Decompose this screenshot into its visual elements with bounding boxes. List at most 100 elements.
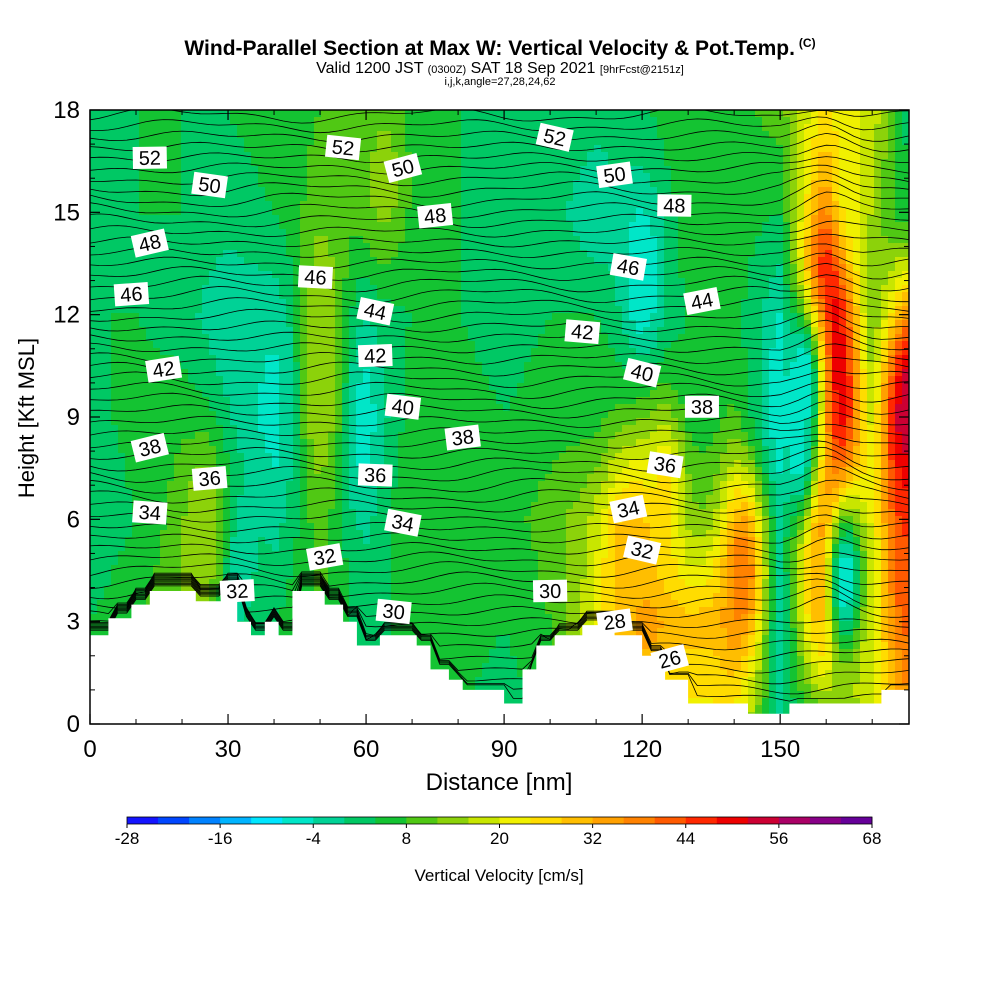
w-cell [426, 229, 434, 237]
w-cell [118, 152, 126, 160]
w-cell [314, 355, 322, 363]
w-cell [468, 173, 476, 181]
w-cell [356, 425, 364, 433]
w-cell [426, 460, 434, 468]
w-cell [391, 530, 399, 538]
w-cell [244, 299, 252, 307]
w-cell [370, 278, 378, 286]
w-cell [244, 565, 252, 573]
w-cell [447, 495, 455, 503]
w-cell [405, 187, 413, 195]
w-cell [468, 201, 476, 209]
w-cell [391, 152, 399, 160]
w-cell [391, 306, 399, 314]
w-cell [412, 173, 420, 181]
w-cell [349, 502, 357, 510]
w-cell [202, 334, 210, 342]
w-cell [237, 292, 245, 300]
w-cell [167, 390, 175, 398]
w-cell [321, 376, 329, 384]
w-cell [447, 593, 455, 601]
w-cell [174, 495, 182, 503]
w-cell [433, 278, 441, 286]
w-cell [104, 600, 112, 608]
w-cell [244, 180, 252, 188]
w-cell [377, 152, 385, 160]
w-cell [377, 439, 385, 447]
w-cell [391, 439, 399, 447]
w-cell [412, 201, 420, 209]
w-cell [349, 229, 357, 237]
w-cell [342, 614, 350, 622]
w-cell [90, 488, 98, 496]
w-cell [398, 138, 406, 146]
w-cell [349, 257, 357, 265]
w-cell [146, 166, 154, 174]
w-cell [111, 138, 119, 146]
w-cell [391, 250, 399, 258]
w-cell [328, 495, 336, 503]
w-cell [216, 285, 224, 293]
w-cell [223, 327, 231, 335]
w-cell [468, 614, 476, 622]
w-cell [461, 208, 469, 216]
w-cell [216, 404, 224, 412]
w-cell [335, 117, 343, 125]
w-cell [118, 600, 126, 608]
w-cell [454, 278, 462, 286]
w-cell [454, 523, 462, 531]
w-cell [328, 369, 336, 377]
w-cell [363, 383, 371, 391]
w-cell [258, 383, 266, 391]
w-cell [181, 124, 189, 132]
w-cell [160, 327, 168, 335]
w-cell [335, 201, 343, 209]
w-cell [412, 425, 420, 433]
w-cell [230, 418, 238, 426]
w-cell [433, 313, 441, 321]
w-cell [356, 110, 364, 118]
w-cell [433, 425, 441, 433]
w-cell [272, 474, 280, 482]
w-cell [433, 488, 441, 496]
w-cell [356, 404, 364, 412]
w-cell [216, 502, 224, 510]
w-cell [370, 124, 378, 132]
w-cell [272, 530, 280, 538]
w-cell [104, 593, 112, 601]
w-cell [258, 509, 266, 517]
w-cell [412, 579, 420, 587]
w-cell [412, 327, 420, 335]
w-cell [167, 425, 175, 433]
w-cell [97, 397, 105, 405]
w-cell [342, 131, 350, 139]
w-cell [272, 110, 280, 118]
w-cell [391, 215, 399, 223]
w-cell [482, 110, 490, 118]
w-cell [195, 383, 203, 391]
w-cell [321, 194, 329, 202]
w-cell [335, 411, 343, 419]
w-cell [125, 474, 133, 482]
w-cell [300, 124, 308, 132]
w-cell [419, 187, 427, 195]
w-cell [342, 481, 350, 489]
w-cell [209, 166, 217, 174]
w-cell [195, 166, 203, 174]
w-cell [475, 264, 483, 272]
w-cell [132, 117, 140, 125]
w-cell [181, 397, 189, 405]
w-cell [118, 229, 126, 237]
w-cell [125, 432, 133, 440]
w-cell [209, 194, 217, 202]
w-cell [265, 180, 273, 188]
w-cell [370, 222, 378, 230]
w-cell [216, 495, 224, 503]
w-cell [342, 418, 350, 426]
w-cell [230, 467, 238, 475]
w-cell [405, 313, 413, 321]
w-cell [139, 600, 147, 608]
w-cell [440, 362, 448, 370]
w-cell [398, 474, 406, 482]
w-cell [447, 600, 455, 608]
